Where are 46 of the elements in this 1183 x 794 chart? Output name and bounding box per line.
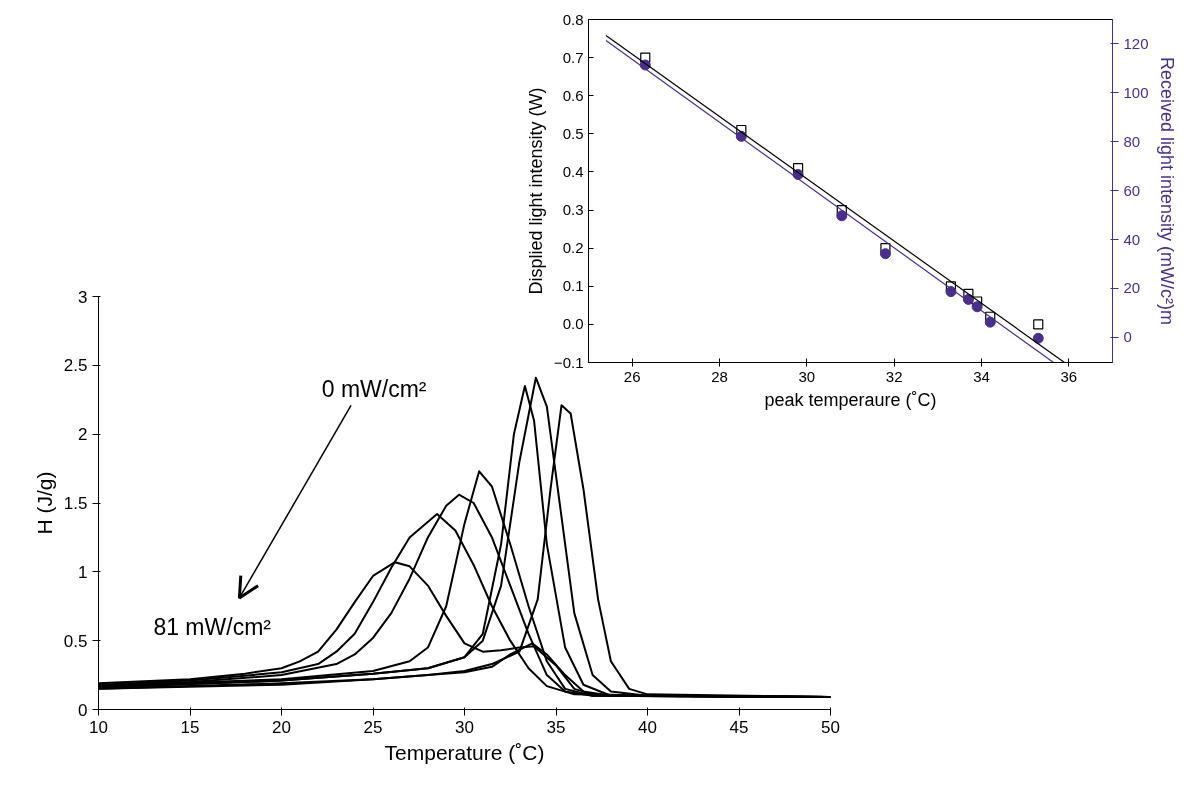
y-tick-label: −0.1 [553,353,584,371]
x-tick-label: 36 [1060,367,1078,385]
x-tick-label: 50 [821,717,840,737]
y2-axis-title: Received light intensity (mW/c²)m [1156,56,1177,326]
y-tick-label: 0.6 [562,86,584,104]
y-tick-label: 0.1 [562,277,584,295]
y-tick-label: 0.0 [562,315,584,333]
x-tick-label: 15 [180,717,200,737]
y2-tick-label: 80 [1123,132,1141,150]
x-tick-label: 32 [885,367,903,385]
x-axis-title: Temperature (˚C) [384,740,545,764]
y-tick-label: 0.3 [562,201,584,219]
x-tick-label: 28 [711,367,728,385]
y2-tick-label: 120 [1123,34,1149,52]
x-tick-label: 25 [363,717,383,737]
y-tick-label: 2.5 [63,356,88,376]
y2-tick-label: 0 [1123,328,1132,346]
x-tick-label: 10 [89,717,108,737]
x-tick-label: 34 [973,367,990,385]
y-axis-title: Displied light intensity (W) [525,87,546,295]
y-tick-label: 0.7 [562,48,584,66]
y2-tick-label: 60 [1123,181,1141,199]
y-tick-label: 0.4 [562,162,584,180]
annotation: 0 mW/cm² [321,375,427,402]
x-tick-label: 26 [623,367,641,385]
y2-tick-label: 20 [1123,279,1141,297]
y-tick-label: 0 [78,700,88,720]
x-axis-title: peak temperaure (˚C) [764,389,937,410]
y-tick-label: 2 [78,425,88,445]
x-tick-label: 30 [455,717,474,737]
x-tick-label: 45 [729,717,749,737]
y-tick-label: 0.5 [63,631,88,651]
annotation: 81 mW/cm² [153,613,272,640]
y2-tick-label: 40 [1123,230,1141,248]
y-tick-label: 0.5 [562,124,584,142]
x-tick-label: 40 [638,717,657,737]
y-tick-label: 1 [78,562,88,582]
y-tick-label: 0.8 [562,10,584,28]
y-tick-label: 0.2 [562,239,584,257]
y-axis-title: H (J/g) [32,471,56,535]
x-tick-label: 30 [798,367,816,385]
y-tick-label: 3 [78,287,88,307]
x-tick-label: 20 [272,717,291,737]
y2-tick-label: 100 [1123,83,1149,101]
x-tick-label: 35 [546,717,566,737]
y-tick-label: 1.5 [63,494,88,513]
